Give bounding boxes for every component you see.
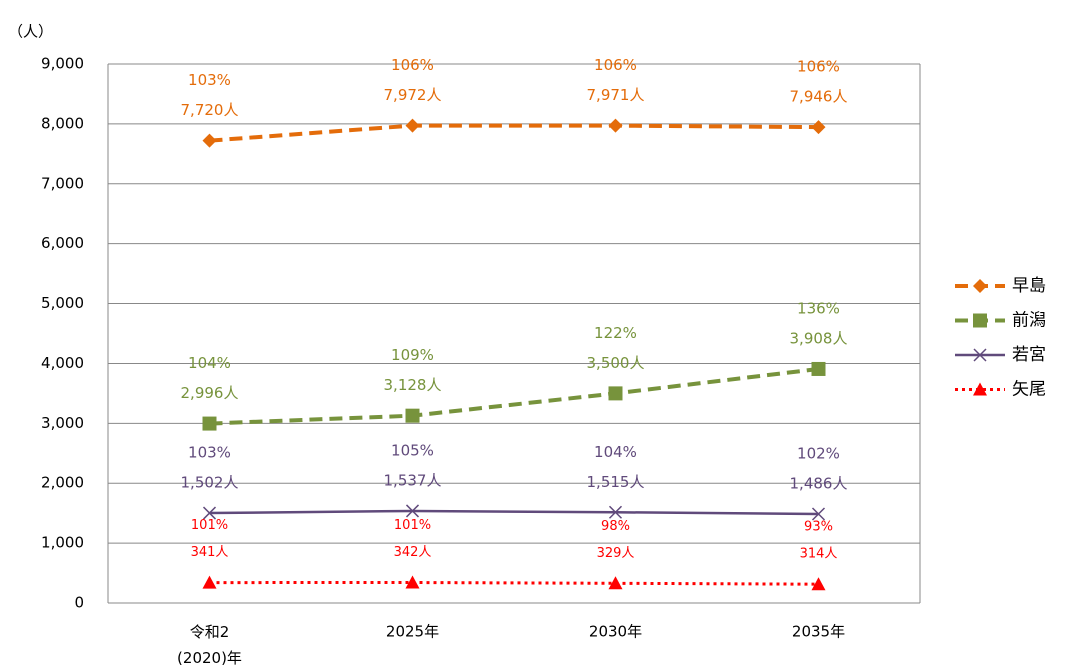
growth-label: 106%	[594, 56, 637, 74]
data-label: 329人	[597, 546, 635, 561]
y-tick-label: 7,000	[41, 174, 84, 192]
y-tick-label: 8,000	[41, 114, 84, 132]
data-label: 1,502人	[181, 474, 239, 492]
growth-label: 93%	[804, 520, 833, 535]
data-label: 342人	[394, 545, 432, 560]
data-label: 314人	[800, 547, 838, 562]
data-label: 1,486人	[790, 475, 848, 493]
x-tick-label: 令和2 (2020)年	[177, 623, 242, 667]
growth-label: 104%	[594, 443, 637, 461]
marker	[811, 120, 826, 135]
growth-label: 101%	[191, 518, 228, 533]
series-line	[209, 366, 819, 426]
data-label: 1,515人	[587, 473, 645, 491]
y-tick-label: 0	[74, 594, 84, 612]
series-line	[209, 509, 819, 516]
data-label: 2,996人	[181, 384, 239, 402]
marker	[202, 133, 217, 148]
growth-label: 122%	[594, 324, 637, 342]
growth-label: 102%	[797, 445, 840, 463]
series-line	[209, 123, 819, 143]
marker	[811, 507, 826, 521]
growth-label: 106%	[391, 56, 434, 74]
growth-label: 105%	[391, 441, 434, 459]
data-label: 341人	[191, 545, 229, 560]
y-tick-label: 3,000	[41, 414, 84, 432]
growth-label: 98%	[601, 519, 630, 534]
y-tick-label: 2,000	[41, 474, 84, 492]
y-tick-label: 5,000	[41, 294, 84, 312]
marker	[608, 118, 623, 133]
marker	[608, 505, 623, 519]
data-label: 7,971人	[587, 86, 645, 104]
growth-label: 101%	[394, 518, 431, 533]
marker	[811, 577, 826, 591]
marker	[405, 118, 420, 133]
y-tick-label: 4,000	[41, 354, 84, 372]
growth-label: 106%	[797, 58, 840, 76]
marker	[405, 575, 420, 589]
data-label: 7,720人	[181, 101, 239, 119]
marker	[405, 504, 420, 518]
marker	[202, 575, 217, 589]
y-axis-label: （人）	[8, 23, 53, 41]
marker	[202, 416, 217, 431]
growth-label: 104%	[188, 354, 231, 372]
marker	[202, 506, 217, 520]
data-label: 3,128人	[384, 376, 442, 394]
marker	[608, 576, 623, 590]
data-label: 3,908人	[790, 329, 848, 347]
x-tick-label: 2035年	[792, 623, 845, 641]
marker	[811, 361, 826, 376]
y-tick-label: 6,000	[41, 234, 84, 252]
legend-label: 早島	[1012, 276, 1046, 296]
legend-marker	[973, 348, 987, 362]
legend-label: 矢尾	[1012, 380, 1046, 400]
legend-marker	[973, 382, 987, 396]
data-label: 3,500人	[587, 354, 645, 372]
marker	[608, 386, 623, 401]
x-tick-label: 2030年	[589, 623, 642, 641]
data-label: 7,946人	[790, 88, 848, 106]
legend-marker	[973, 313, 987, 328]
y-tick-label: 1,000	[41, 534, 84, 552]
legend-marker	[973, 279, 987, 293]
growth-label: 103%	[188, 444, 231, 462]
marker	[405, 408, 420, 423]
legend-label: 若宮	[1012, 345, 1046, 365]
series-line	[209, 581, 819, 586]
growth-label: 109%	[391, 346, 434, 364]
y-tick-label: 9,000	[41, 55, 84, 73]
x-tick-label: 2025年	[386, 623, 439, 641]
growth-label: 136%	[797, 299, 840, 317]
data-label: 1,537人	[384, 471, 442, 489]
growth-label: 103%	[188, 71, 231, 89]
legend-label: 前潟	[1012, 311, 1046, 331]
data-label: 7,972人	[384, 86, 442, 104]
